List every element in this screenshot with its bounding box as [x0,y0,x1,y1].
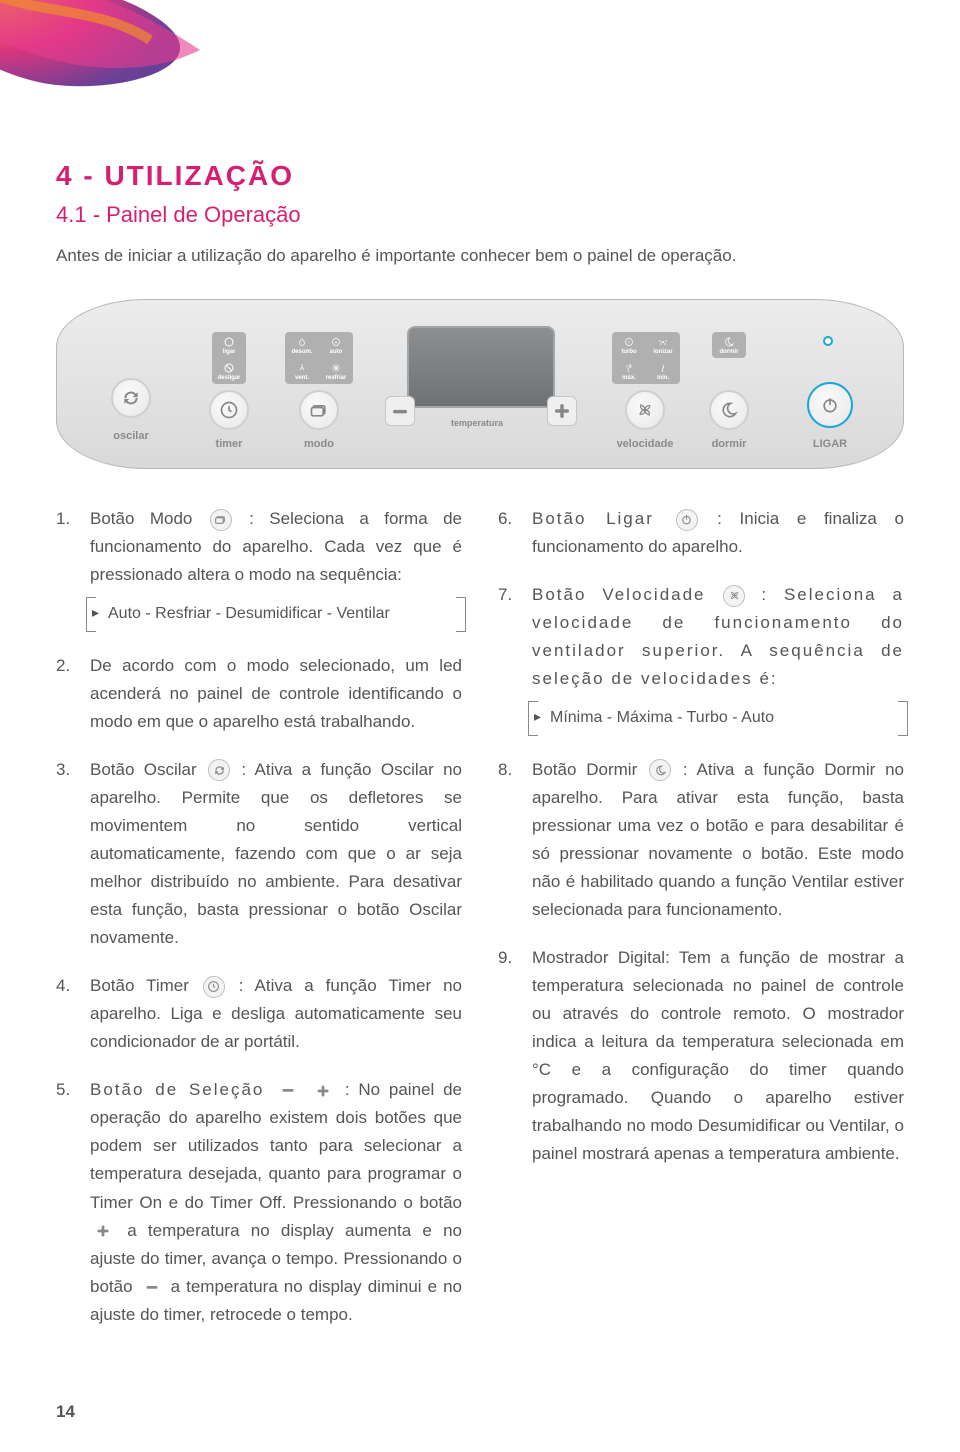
mode-icon [210,509,232,531]
power-icon [820,395,840,415]
item-9: Mostrador Digital: Tem a função de mostr… [498,944,904,1168]
panel-btn-oscilar [111,378,151,418]
panel-label-ligar: LIGAR [805,438,855,450]
control-panel-figure: oscilar ligar desligar timer desum. Aaut… [56,299,904,469]
oscillate-icon [121,388,141,408]
panel-label-timer: timer [205,438,253,450]
panel-leds-modo: desum. Aauto vent. resfriar [285,332,353,384]
panel-power-led [823,336,833,346]
panel-label-velocidade: velocidade [611,438,679,450]
page-number: 14 [56,1402,75,1422]
item-4: Botão Timer : Ativa a função Timer no ap… [56,972,462,1056]
item-5: Botão de Seleção : No painel de operação… [56,1076,462,1328]
svg-text:A: A [335,339,338,344]
minus-icon [141,1280,163,1294]
section-subtitle: 4.1 - Painel de Operação [56,202,904,228]
oscillate-icon [208,759,230,781]
clock-icon [203,976,225,998]
panel-btn-modo [299,390,339,430]
fan-icon [723,585,745,607]
panel-btn-timer [209,390,249,430]
panel-btn-ligar [807,382,853,428]
panel-label-temperatura: temperatura [451,418,503,428]
intro-text: Antes de iniciar a utilização do aparelh… [56,242,904,269]
power-icon [676,509,698,531]
clock-icon [219,400,239,420]
panel-btn-dormir [709,390,749,430]
fan-icon [635,400,655,420]
panel-leds-timer: ligar desligar [212,332,246,384]
svg-text:T: T [628,339,631,344]
plus-icon [312,1084,334,1098]
item-7: Botão Velocidade : Seleciona a velocidad… [498,581,904,736]
item-2: De acordo com o modo selecionado, um led… [56,652,462,736]
panel-leds-velocidade: Tturbo ionizar máx. mín. [612,332,680,384]
moon-icon [719,400,739,420]
item-3: Botão Oscilar : Ativa a função Oscilar n… [56,756,462,952]
section-title: 4 - UTILIZAÇÃO [56,160,904,192]
item-8: Botão Dormir : Ativa a função Dormir no … [498,756,904,924]
panel-btn-minus [385,396,415,426]
plus-icon [548,397,576,425]
panel-label-modo: modo [295,438,343,450]
sequence-velocidade: Mínima - Máxima - Turbo - Auto [532,701,904,735]
minus-icon [386,397,414,425]
panel-leds-dormir: dormir [712,332,746,358]
minus-icon [277,1084,299,1098]
panel-btn-velocidade [625,390,665,430]
panel-label-dormir: dormir [703,438,755,450]
item-1: Botão Modo : Seleciona a forma de funcio… [56,505,462,632]
plus-icon [92,1224,114,1238]
moon-icon [649,759,671,781]
item-6: Botão Ligar : Inicia e finaliza o funcio… [498,505,904,561]
sequence-modo: Auto - Resfriar - Desumidificar - Ventil… [90,597,462,631]
mode-icon [309,400,329,420]
panel-label-oscilar: oscilar [103,430,159,442]
panel-btn-plus [547,396,577,426]
panel-lcd [407,326,555,408]
